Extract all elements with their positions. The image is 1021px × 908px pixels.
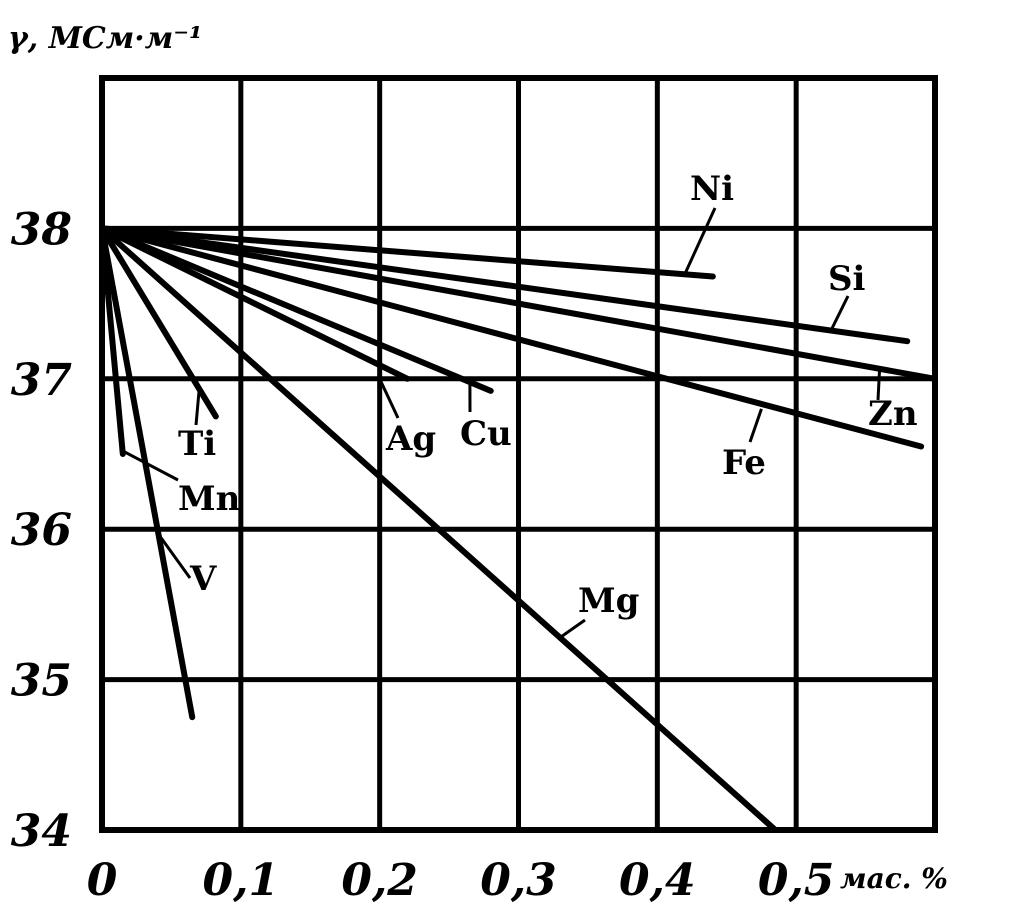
y-tick-label: 35 [11, 656, 72, 707]
series-labels: Ni Si Zn Fe Cu Ag Mg Ti Mn V [178, 169, 918, 621]
leader-ni [683, 207, 717, 275]
y-tick-label: 38 [11, 204, 72, 255]
series-line-fe [99, 225, 925, 450]
leader-fe [748, 408, 763, 443]
label-leaders [119, 207, 881, 639]
leader-zn [876, 371, 881, 401]
tick-labels: 0 0,1 0,2 0,3 0,4 0,5 34 35 36 37 38 [11, 204, 835, 906]
leader-ti [194, 389, 201, 426]
leader-ag [378, 378, 400, 419]
series-line-ag [99, 225, 411, 382]
series-label-fe: Fe [722, 443, 766, 483]
plot-frame [99, 75, 938, 833]
series-line-ti [99, 225, 219, 420]
series-label-ni: Ni [690, 169, 734, 209]
leader-si [829, 295, 850, 332]
x-axis-label: мас. % [840, 862, 948, 895]
series-line-v [99, 225, 196, 721]
series-label-mn: Mn [178, 479, 240, 519]
series-label-si: Si [828, 259, 866, 299]
series-line-ni [99, 225, 716, 280]
y-tick-label: 36 [11, 505, 72, 556]
y-axis-label: γ, МСм·м⁻¹ [8, 21, 202, 56]
leader-mn [119, 448, 179, 482]
x-tick-label: 0,1 [203, 855, 280, 906]
y-tick-label: 37 [11, 355, 73, 406]
series-line-mn [99, 225, 126, 457]
leader-v [159, 535, 192, 579]
x-tick-label: 0 [87, 855, 118, 906]
series-label-ag: Ag [385, 419, 436, 459]
series-label-v: V [189, 559, 217, 599]
x-tick-label: 0,3 [480, 855, 557, 906]
series-line-cu [99, 225, 494, 394]
series-label-ti: Ti [178, 424, 216, 464]
x-tick-label: 0,5 [758, 855, 835, 906]
series-label-zn: Zn [868, 394, 918, 434]
series-label-mg: Mg [578, 581, 639, 621]
x-tick-label: 0,2 [341, 855, 418, 906]
leader-mg [559, 618, 586, 639]
series-lines [99, 225, 938, 833]
grid [102, 78, 935, 830]
series-line-zn [99, 225, 938, 382]
y-tick-label: 34 [11, 806, 72, 857]
series-line-mg [99, 225, 779, 833]
x-tick-label: 0,4 [619, 855, 696, 906]
series-label-cu: Cu [460, 414, 512, 454]
series-line-si [99, 225, 911, 345]
